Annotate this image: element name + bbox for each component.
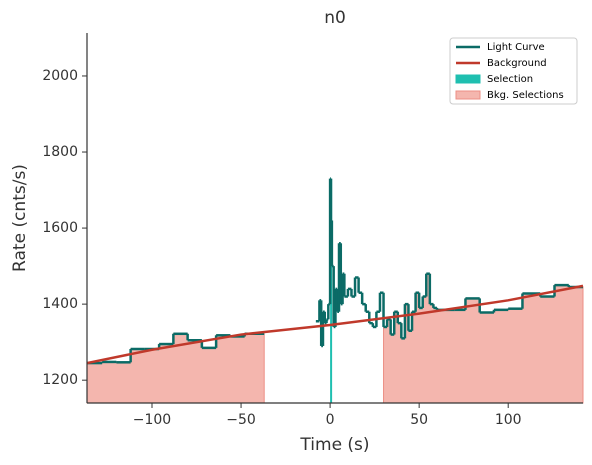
x-tick-label: −50: [226, 412, 256, 428]
y-tick-label: 1800: [42, 144, 78, 160]
y-tick-label: 1200: [42, 372, 78, 388]
plot-area: [86, 177, 584, 404]
legend-label: Background: [487, 58, 547, 69]
legend-swatch: [455, 74, 481, 84]
bkg-selection: [383, 273, 584, 404]
x-tick-label: 0: [326, 412, 335, 428]
legend-box: [449, 37, 578, 105]
legend-swatch: [455, 90, 481, 100]
background-line: [86, 284, 584, 365]
x-tick-label: −100: [133, 412, 171, 428]
legend-label: Bkg. Selections: [487, 90, 564, 101]
chart-title: n0: [324, 8, 346, 28]
y-tick-label: 2000: [42, 68, 78, 84]
x-axis-label: Time (s): [299, 435, 369, 455]
legend-label: Light Curve: [487, 42, 545, 53]
x-tick-label: 100: [495, 412, 522, 428]
y-tick-label: 1400: [42, 296, 78, 312]
y-axis-label: Rate (cnts/s): [10, 164, 30, 272]
bkg-selection: [86, 333, 265, 404]
legend-label: Selection: [487, 74, 533, 85]
y-tick-label: 1600: [42, 220, 78, 236]
x-tick-label: 50: [410, 412, 428, 428]
